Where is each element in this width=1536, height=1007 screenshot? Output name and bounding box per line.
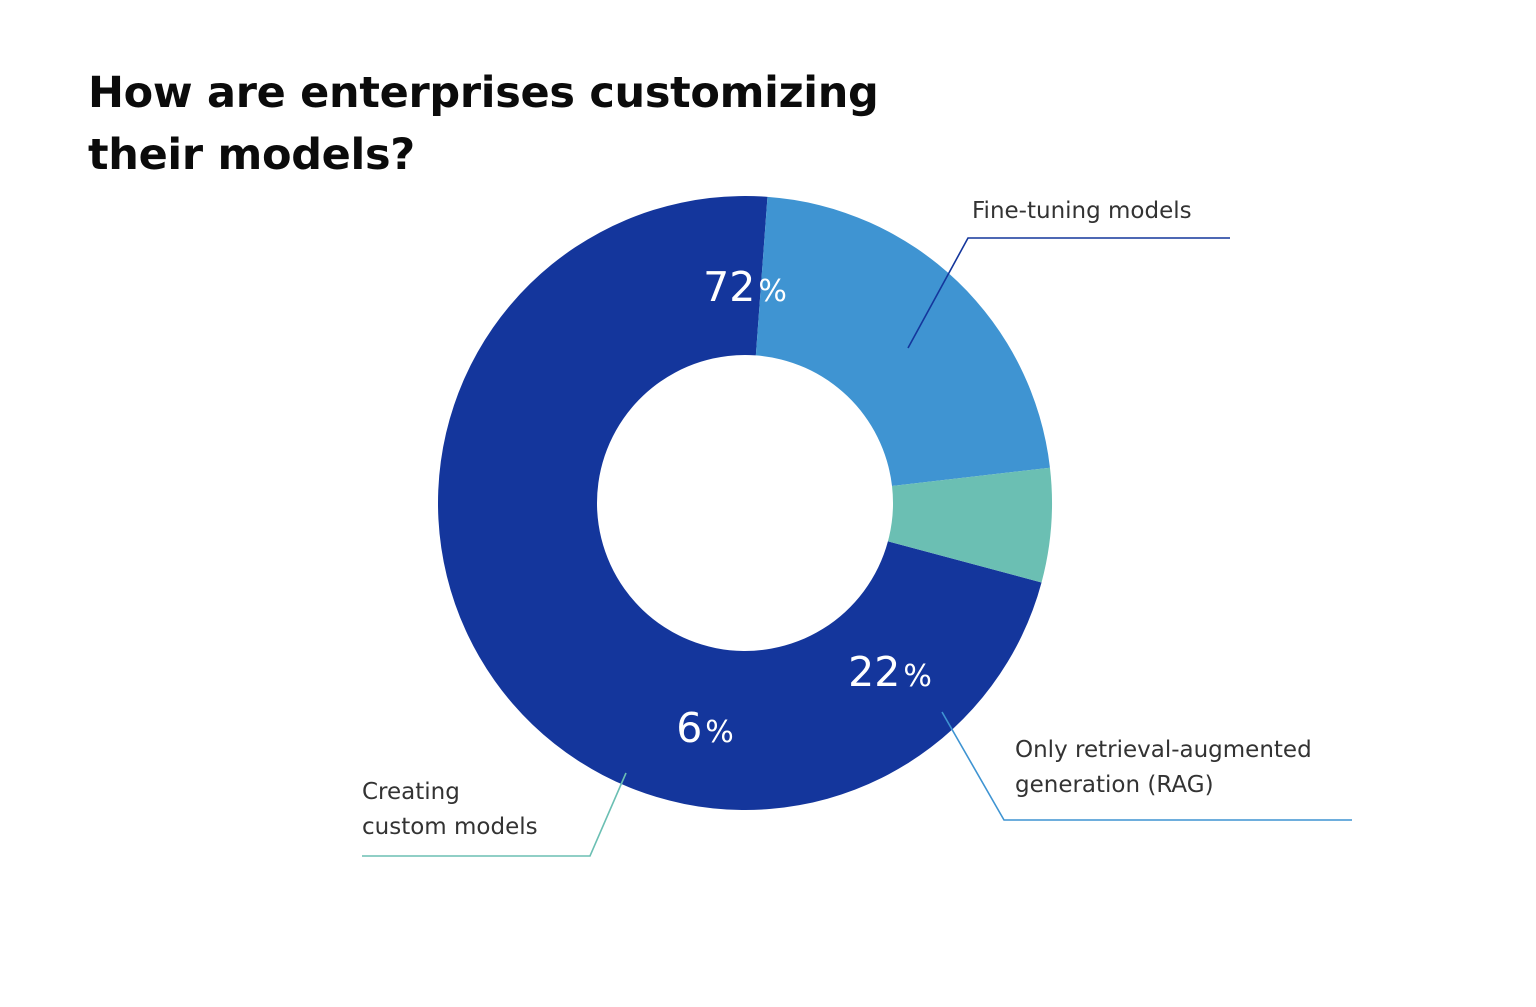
callout-line-custom	[362, 772, 627, 857]
legend-label-fine-tuning: Fine-tuning models	[972, 198, 1192, 224]
legend-label-rag: Only retrieval-augmented generation (RAG…	[1015, 737, 1319, 798]
chart-title-line-1: How are enterprises customizing	[88, 68, 879, 118]
slice-custom	[887, 467, 1052, 583]
value-label-fine-tuning: 72%	[703, 263, 787, 311]
slice-fine-tuning	[437, 196, 1042, 810]
slice-rag	[755, 196, 1050, 486]
legend-label-custom: Creating custom models	[362, 779, 538, 840]
value-label-custom: 6%	[676, 704, 734, 752]
chart-title-line-2: their models?	[88, 130, 415, 180]
callout-line-rag	[941, 711, 1352, 821]
value-label-rag: 22%	[848, 648, 932, 696]
chart-title: How are enterprises customizing their mo…	[88, 62, 988, 186]
donut-slices	[437, 196, 1052, 810]
callout-line-fine-tuning	[907, 237, 1230, 349]
